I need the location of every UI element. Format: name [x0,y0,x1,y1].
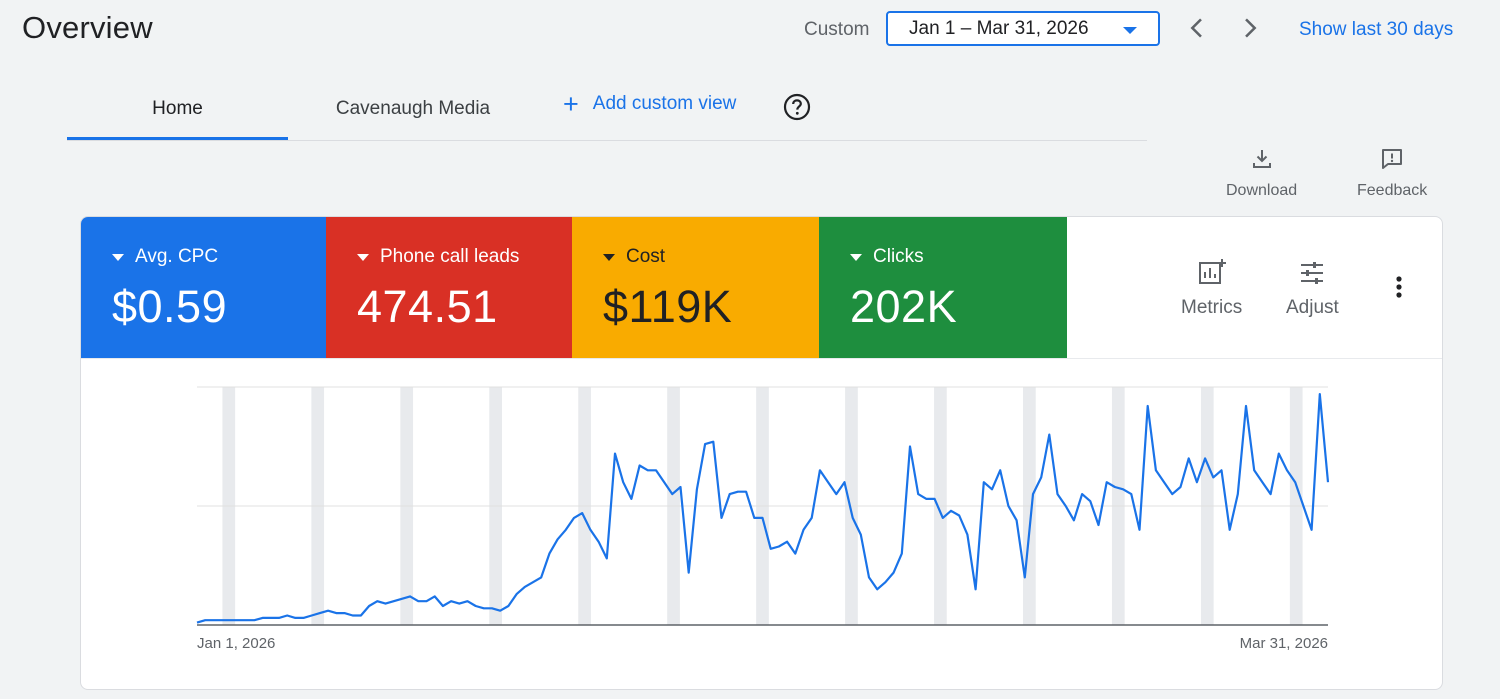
chevron-right-icon[interactable] [1236,14,1264,42]
view-tabs: Home Cavenaugh Media [67,78,1147,141]
feedback-label: Feedback [1357,182,1428,199]
tab-cavenaugh-media-label: Cavenaugh Media [335,97,491,119]
download-icon [1252,150,1271,168]
tab-home-label: Home [152,97,203,119]
metric-label: Phone call leads [380,246,520,267]
card-divider [81,358,1442,359]
metrics-label: Metrics [1181,297,1243,318]
date-range-label: Custom [804,19,870,40]
metrics-button[interactable]: Metrics [1181,257,1242,319]
performance-card: Avg. CPC $0.59 Phone call leads 474.51 C… [80,216,1443,690]
x-tick-start: Jan 1, 2026 [197,635,275,652]
caret-down-icon [850,253,862,261]
metric-value: 474.51 [357,281,498,332]
metric-tile-cost[interactable]: Cost $119K [572,217,819,358]
help-icon[interactable] [783,93,811,121]
metric-value: 202K [850,281,958,332]
date-range-picker[interactable]: Jan 1 – Mar 31, 2026 [886,11,1160,46]
metric-label: Cost [626,246,666,267]
adjust-button[interactable]: Adjust [1286,257,1339,319]
more-vert-icon[interactable] [1385,273,1413,301]
page-title: Overview [22,10,153,45]
plus-icon: + [563,89,579,119]
tab-home[interactable]: Home [67,78,288,140]
chevron-left-icon[interactable] [1183,14,1211,42]
tab-cavenaugh-media[interactable]: Cavenaugh Media [303,78,523,139]
add-custom-view-button[interactable]: + Add custom view [563,89,737,119]
performance-chart: Jan 1, 2026 Mar 31, 2026 [196,386,1330,652]
metric-label: Avg. CPC [135,246,219,267]
download-label: Download [1226,182,1298,199]
adjust-label: Adjust [1286,297,1339,318]
caret-down-icon [112,253,124,261]
download-button[interactable]: Download [1226,146,1297,200]
series-line-0 [196,393,1330,624]
metric-tile-phone-call-leads[interactable]: Phone call leads 474.51 [326,217,572,358]
caret-down-icon [357,253,369,261]
metric-label: Clicks [873,246,924,267]
add-chart-icon [1198,259,1226,284]
date-range-value: Jan 1 – Mar 31, 2026 [909,17,1089,39]
metric-tile-avg-cpc[interactable]: Avg. CPC $0.59 [81,217,326,358]
feedback-icon [1382,149,1403,169]
tune-icon [1301,262,1324,284]
metric-value: $119K [603,281,733,332]
caret-down-icon [1123,27,1137,34]
feedback-button[interactable]: Feedback [1357,146,1427,200]
caret-down-icon [603,253,615,261]
x-tick-end: Mar 31, 2026 [1240,635,1328,652]
show-last-30-days-link[interactable]: Show last 30 days [1299,19,1454,40]
add-custom-view-label: Add custom view [592,93,737,114]
metric-tile-clicks[interactable]: Clicks 202K [819,217,1067,358]
metric-value: $0.59 [112,281,228,332]
